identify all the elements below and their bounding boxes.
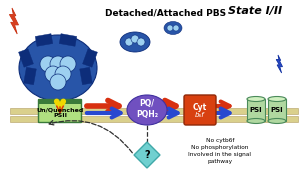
Circle shape <box>167 25 173 31</box>
Bar <box>268 99 286 121</box>
Ellipse shape <box>247 119 265 123</box>
Text: Cyt: Cyt <box>193 104 207 112</box>
Text: PSI: PSI <box>271 107 283 113</box>
Text: Detached/Attached PBS: Detached/Attached PBS <box>105 8 226 17</box>
Circle shape <box>131 35 139 43</box>
Bar <box>35 34 53 46</box>
Bar <box>247 99 265 121</box>
Bar <box>18 49 34 67</box>
Circle shape <box>50 56 66 72</box>
Circle shape <box>125 38 133 46</box>
Bar <box>83 49 97 67</box>
Circle shape <box>55 66 71 82</box>
Circle shape <box>50 74 66 90</box>
Ellipse shape <box>268 97 286 101</box>
Text: No cytb6f
No phosphorylation
Involved in the signal
pathway: No cytb6f No phosphorylation Involved in… <box>188 138 252 164</box>
Bar <box>10 116 298 122</box>
Bar <box>10 108 298 114</box>
Bar <box>59 34 77 46</box>
FancyBboxPatch shape <box>39 100 81 107</box>
Ellipse shape <box>127 95 167 125</box>
Polygon shape <box>276 55 282 73</box>
Polygon shape <box>134 142 160 168</box>
FancyBboxPatch shape <box>38 99 82 122</box>
Circle shape <box>40 56 56 72</box>
Ellipse shape <box>164 22 182 35</box>
Polygon shape <box>10 8 18 34</box>
Circle shape <box>45 66 61 82</box>
Circle shape <box>60 56 76 72</box>
Text: b₆f: b₆f <box>195 112 205 118</box>
Text: Un/Quenched
PSII: Un/Quenched PSII <box>36 108 84 118</box>
Circle shape <box>137 38 145 46</box>
Ellipse shape <box>19 35 97 101</box>
Text: ?: ? <box>144 150 150 160</box>
Circle shape <box>173 25 179 31</box>
Text: PQ/
PQH₂: PQ/ PQH₂ <box>136 99 158 119</box>
Ellipse shape <box>120 32 150 52</box>
Bar <box>24 67 36 85</box>
FancyBboxPatch shape <box>184 95 216 125</box>
Bar <box>80 67 92 85</box>
Bar <box>39 100 81 104</box>
Ellipse shape <box>247 97 265 101</box>
Ellipse shape <box>268 119 286 123</box>
Text: PSI: PSI <box>250 107 262 113</box>
Text: State I/II: State I/II <box>228 6 282 16</box>
